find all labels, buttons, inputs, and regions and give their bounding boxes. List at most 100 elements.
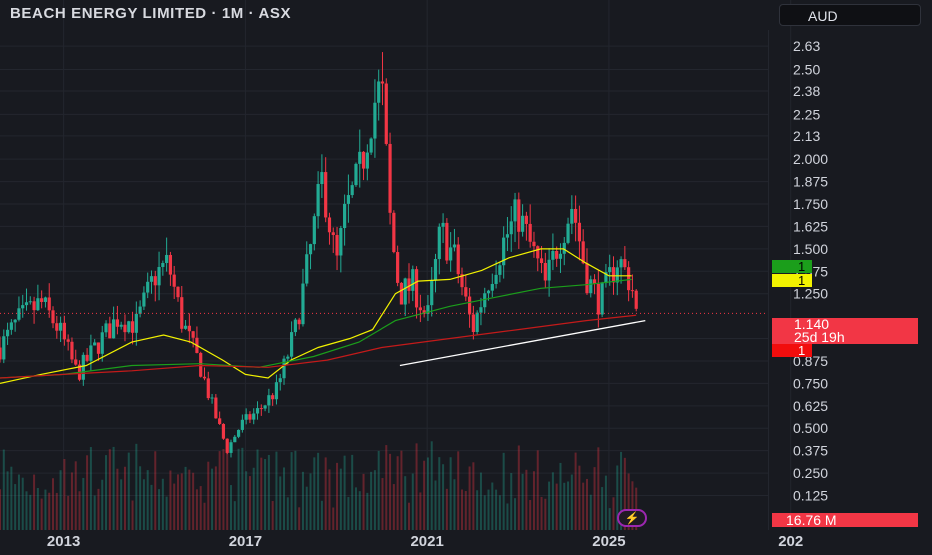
volume-bar [173,483,176,530]
candle-body [278,378,282,383]
volume-bar [207,461,210,530]
lightning-icon[interactable]: ⚡ [617,509,647,527]
candle-body [361,151,366,169]
candle-body [392,212,396,253]
candle-body [214,397,218,419]
volume-bar [366,492,369,530]
candle-body [615,267,619,283]
bar-countdown: 25d 19h [794,329,845,345]
volume-bar [195,489,198,530]
volume-bar [438,457,441,530]
candle-body [210,397,214,399]
volume-bar [176,474,179,530]
candle-body [301,283,305,325]
candle-body [475,312,479,332]
volume-bar [495,489,498,530]
volume-bar [142,479,145,530]
volume-bar [498,495,501,530]
candle-body [267,395,271,406]
price-tick-label: 1.625 [793,218,828,234]
volume-bar [461,489,464,530]
volume-bar [589,494,592,530]
volume-bar [154,451,157,530]
candle-body [407,278,411,291]
price-tick-label: 0.375 [793,443,828,459]
candle-body [630,290,635,292]
candle-body [532,241,536,247]
volume-bar [491,482,494,530]
volume-bar [442,464,445,530]
candle-body [619,259,623,268]
volume-bar [419,492,422,530]
price-tick-label: 2.63 [793,38,820,54]
volume-bar [555,483,558,530]
candle-body [445,222,449,261]
volume-bar [245,471,248,530]
candle-body [380,81,385,84]
moving-average-line [0,314,637,379]
volume-bar [127,452,130,530]
candle-body [168,254,173,275]
candle-body [437,226,441,260]
candle-body [146,281,150,293]
candle-body [172,274,176,287]
volume-bar [585,478,588,530]
volume-bar [434,480,437,530]
volume-bar [89,447,92,530]
candle-body [17,308,21,320]
volume-bar [373,470,376,530]
candle-body [460,274,464,288]
candle-body [509,221,513,235]
volume-bar [305,486,308,530]
volume-bar [256,449,259,530]
candle-body [165,254,169,264]
volume-bar [453,479,456,530]
volume-bar [158,489,161,530]
candle-body [32,301,36,311]
volume-bar [582,482,585,530]
volume-bar [400,450,403,530]
volume-bar [593,467,596,530]
volume-bar [464,491,467,530]
volume-value-label: 16.76 M [772,513,918,527]
price-tick-label: 0.750 [793,375,828,391]
time-tick-label: 2025 [592,533,625,550]
volume-bar [457,451,460,530]
volume-bar [354,487,357,530]
candle-body [324,172,328,218]
volume-bar [67,495,70,530]
candle-body [89,345,93,361]
volume-bar [82,477,85,530]
volume-bar [309,473,312,530]
volume-bar [445,488,448,530]
candle-body [335,234,339,256]
volume-bar [6,471,9,530]
candle-body [74,359,78,365]
volume-bar [358,491,361,530]
candle-body [2,336,6,360]
candle-body [199,352,203,377]
currency-button[interactable]: AUD [779,4,921,26]
volume-bar [601,487,604,530]
candle-body [426,305,430,314]
volume-bar [283,467,286,530]
last-price-label: 1.140 25d 19h [772,317,918,345]
candle-body [191,331,195,338]
candle-body [623,259,627,268]
candle-body [308,244,313,255]
candle-body [471,314,475,332]
volume-bar [551,472,554,530]
candle-body [456,244,460,275]
volume-bar [233,501,236,530]
candle-body [108,323,112,339]
candle-body [346,195,351,204]
volume-bar [86,455,89,530]
candle-body [589,279,593,294]
volume-bar [70,472,73,530]
candle-body [517,199,521,232]
candle-body [180,297,184,329]
volume-bar [192,472,195,530]
candle-body [467,296,472,315]
